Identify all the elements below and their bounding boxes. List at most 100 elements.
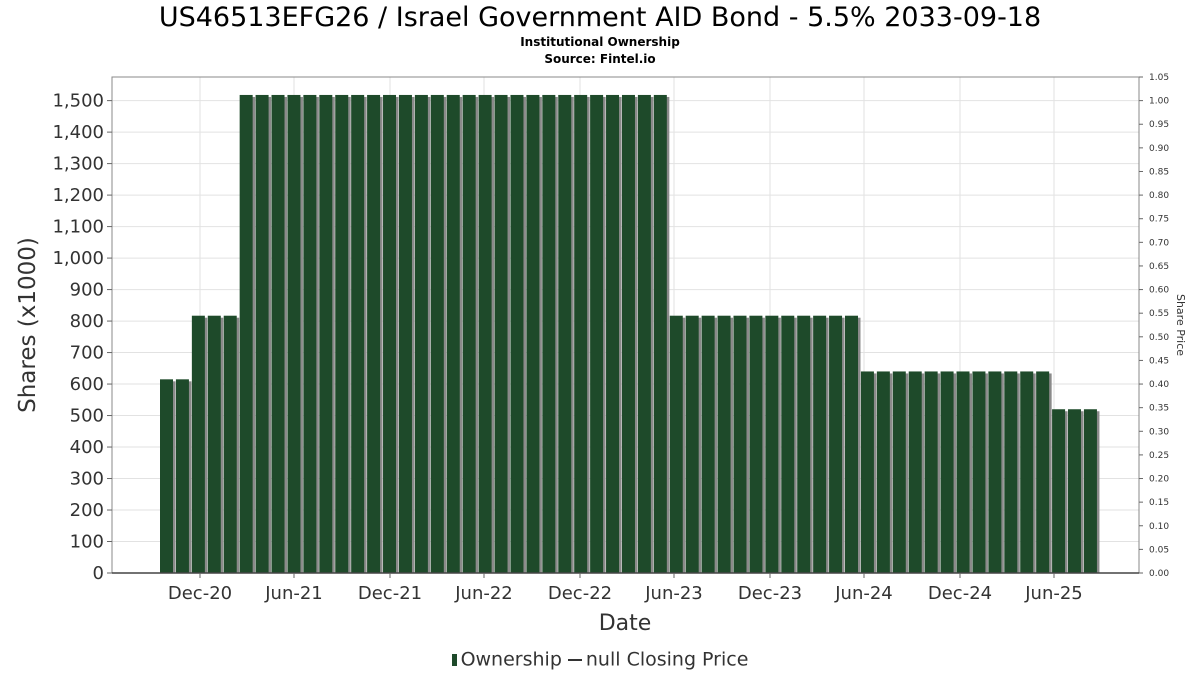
ownership-bar: [542, 94, 556, 574]
x-tick-label: Dec-20: [168, 583, 232, 604]
y-tick-label: 1,000: [52, 248, 104, 269]
y2-tick-label: 0.00: [1149, 569, 1169, 579]
ownership-bar: [940, 371, 954, 573]
ownership-bar: [223, 315, 237, 573]
ownership-bar: [303, 94, 317, 574]
chart-source: Source: Fintel.io: [544, 52, 656, 66]
x-tick-label: Jun-23: [644, 583, 703, 604]
y-tick-label: 600: [70, 374, 104, 395]
y-tick-label: 1,500: [52, 91, 104, 112]
y2-tick-label: 0.30: [1149, 427, 1169, 437]
ownership-bar: [908, 371, 922, 573]
ownership-bar: [701, 315, 715, 573]
ownership-bar: [510, 94, 524, 574]
y2-tick-label: 0.55: [1149, 309, 1169, 319]
y2-tick-label: 0.70: [1149, 238, 1169, 248]
y2-tick-label: 0.40: [1149, 380, 1169, 390]
ownership-bar: [606, 94, 620, 574]
secondary-y-axis-label: Share Price: [1174, 294, 1187, 356]
ownership-bar: [876, 371, 890, 573]
ownership-bar: [988, 371, 1002, 573]
ownership-bar: [1083, 409, 1097, 573]
ownership-bar: [1068, 409, 1082, 573]
y2-tick-label: 0.45: [1149, 356, 1169, 366]
x-tick-label: Jun-24: [834, 583, 893, 604]
y-tick-label: 1,200: [52, 185, 104, 206]
y-tick-label: 400: [70, 437, 104, 458]
x-axis-label: Date: [599, 611, 652, 636]
y2-tick-label: 0.25: [1149, 451, 1169, 461]
ownership-bar: [717, 315, 731, 573]
ownership-bar: [972, 371, 986, 573]
ownership-bar: [749, 315, 763, 573]
ownership-bar: [1004, 371, 1018, 573]
ownership-bar: [1036, 371, 1050, 573]
ownership-bar: [494, 94, 508, 574]
ownership-bar: [685, 315, 699, 573]
ownership-bar: [621, 94, 635, 574]
ownership-bar: [829, 315, 843, 573]
y2-tick-label: 1.05: [1149, 73, 1169, 83]
ownership-bar: [765, 315, 779, 573]
ownership-bar: [956, 371, 970, 573]
ownership-bar: [590, 94, 604, 574]
ownership-bar: [398, 94, 412, 574]
chart-subtitle: Institutional Ownership: [520, 35, 680, 49]
ownership-bar: [558, 94, 572, 574]
y2-tick-label: 0.15: [1149, 498, 1169, 508]
ownership-bar: [844, 315, 858, 573]
ownership-bar: [271, 94, 285, 574]
ownership-bar: [574, 94, 588, 574]
y2-tick-label: 0.65: [1149, 262, 1169, 272]
ownership-bar: [669, 315, 683, 573]
y-tick-label: 300: [70, 469, 104, 490]
ownership-bar: [478, 94, 492, 574]
y2-tick-label: 1.00: [1149, 97, 1169, 107]
legend-ownership-label: Ownership: [460, 648, 562, 671]
ownership-bar: [367, 94, 381, 574]
x-tick-label: Dec-22: [548, 583, 612, 604]
y-tick-label: 700: [70, 343, 104, 364]
y2-tick-label: 0.20: [1149, 475, 1169, 485]
ownership-bar: [797, 315, 811, 573]
y2-tick-label: 0.10: [1149, 522, 1169, 532]
x-tick-label: Dec-23: [738, 583, 802, 604]
ownership-bar: [1052, 409, 1066, 573]
ownership-bar: [383, 94, 397, 574]
x-tick-label: Jun-21: [264, 583, 323, 604]
ownership-bar: [462, 94, 476, 574]
y-axis: 0 100 200 300 400 500 600 700 800 900 1,000 1,100 1,…: [52, 91, 112, 584]
y-tick-label: 1,100: [52, 217, 104, 238]
y2-tick-label: 0.95: [1149, 120, 1169, 130]
ownership-bar: [637, 94, 651, 574]
y2-tick-label: 0.60: [1149, 286, 1169, 296]
ownership-bar: [892, 371, 906, 573]
secondary-y-axis: 0.00 0.05 0.10 0.15 0.20 0.25 0.30 0.35 0.40 0.45…: [1139, 73, 1169, 579]
ownership-bar: [860, 371, 874, 573]
ownership-bar: [175, 379, 189, 573]
x-tick-label: Jun-25: [1024, 583, 1083, 604]
y-tick-label: 800: [70, 311, 104, 332]
legend-price-swatch: [567, 658, 582, 661]
ownership-bar: [526, 94, 540, 574]
y-tick-label: 100: [70, 532, 104, 553]
y2-tick-label: 0.85: [1149, 167, 1169, 177]
legend-ownership-swatch: [451, 653, 457, 666]
bars-group: [160, 94, 1100, 574]
y-axis-label: Shares (x1000): [15, 237, 41, 413]
ownership-bar: [335, 94, 349, 574]
y2-tick-label: 0.75: [1149, 215, 1169, 225]
y-tick-label: 1,400: [52, 122, 104, 143]
y-tick-label: 1,300: [52, 154, 104, 175]
ownership-bar: [351, 94, 365, 574]
ownership-bar: [319, 94, 333, 574]
ownership-bar: [255, 94, 269, 574]
y2-tick-label: 0.90: [1149, 144, 1169, 154]
ownership-bar: [1020, 371, 1034, 573]
ownership-bar: [446, 94, 460, 574]
ownership-bar: [160, 379, 173, 573]
ownership-bar: [813, 315, 827, 573]
ownership-bar: [924, 371, 938, 573]
y2-tick-label: 0.50: [1149, 333, 1169, 343]
